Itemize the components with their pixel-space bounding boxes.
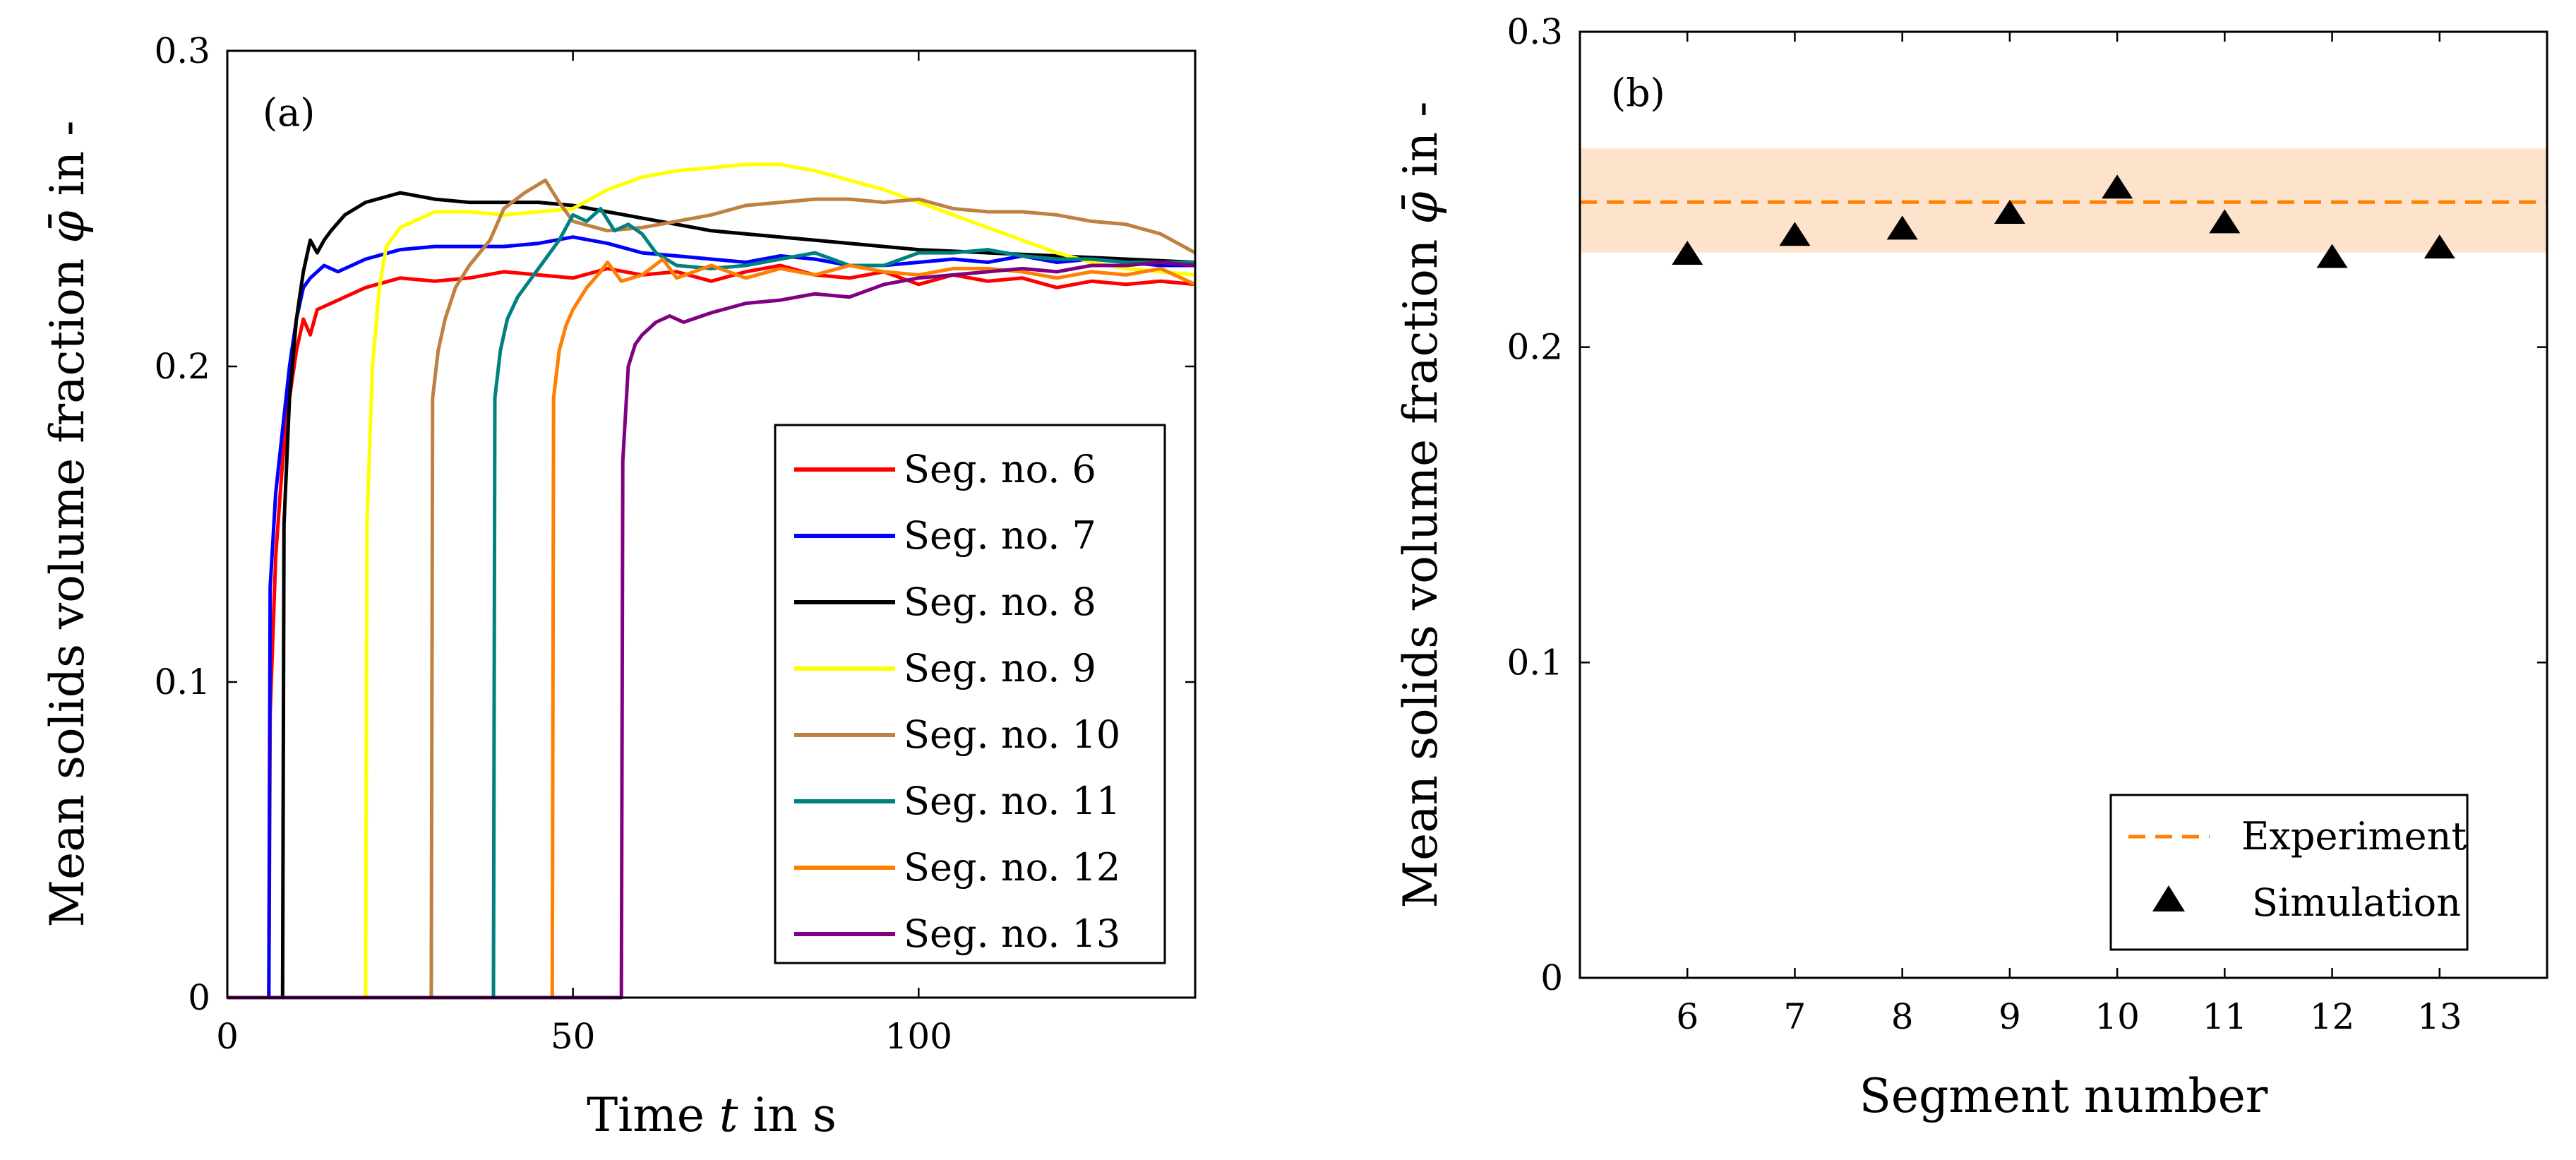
y-tick-label: 0 xyxy=(188,977,210,1018)
x-tick-label: 11 xyxy=(2203,996,2248,1037)
legend-simulation-label: Simulation xyxy=(2252,880,2461,925)
panel-a-y-axis-label: Mean solids volume fraction φ̄ in - xyxy=(40,121,95,928)
series-line-seg-12 xyxy=(227,257,1197,1000)
y-tick-label: 0.1 xyxy=(154,662,210,702)
y-tick-label: 0 xyxy=(1540,957,1563,998)
panel-b-legend-box xyxy=(2109,794,2469,951)
simulation-marker-seg-13 xyxy=(2424,234,2455,259)
simulation-marker-seg-8 xyxy=(1886,215,1918,240)
legend-label: Seg. no. 10 xyxy=(904,712,1120,757)
x-tick-label: 6 xyxy=(1676,996,1699,1037)
legend-label: Seg. no. 11 xyxy=(904,779,1120,823)
simulation-marker-seg-7 xyxy=(1779,222,1811,246)
panel-b-y-axis-label: Mean solids volume fraction φ̄ in - xyxy=(1394,102,1448,909)
y-tick-label: 0.3 xyxy=(1506,11,1563,52)
legend-label: Seg. no. 9 xyxy=(904,646,1096,690)
simulation-marker-seg-11 xyxy=(2209,209,2241,234)
legend-experiment-label: Experiment xyxy=(2241,814,2467,859)
panel-b-legend: Experiment Simulation xyxy=(2109,794,2469,951)
panel-a-x-axis-label: Time t in s xyxy=(587,1088,837,1142)
x-tick-label: 8 xyxy=(1891,996,1914,1037)
legend-label: Seg. no. 8 xyxy=(904,580,1096,624)
series-line-seg-6 xyxy=(227,263,1196,1000)
x-tick-label: 9 xyxy=(1999,996,2021,1037)
y-tick-label: 0.3 xyxy=(154,30,210,71)
y-tick-label: 0.2 xyxy=(1506,327,1563,368)
panel-a-legend-box xyxy=(774,424,1166,964)
legend-label: Seg. no. 12 xyxy=(904,845,1120,890)
y-tick-label: 0.2 xyxy=(154,346,210,387)
panel-a-plot-frame xyxy=(226,49,1197,999)
simulation-marker-seg-6 xyxy=(1672,241,1703,265)
panel-b-x-axis-label: Segment number xyxy=(1859,1069,2268,1123)
series-line-seg-9 xyxy=(227,162,1196,1000)
panel-a-label: (a) xyxy=(263,90,315,135)
simulation-marker-seg-12 xyxy=(2316,244,2348,268)
x-tick-label: 0 xyxy=(216,1016,239,1057)
legend-simulation-swatch xyxy=(2152,885,2185,911)
x-tick-label: 100 xyxy=(885,1016,952,1057)
series-line-seg-8 xyxy=(227,191,1196,1000)
x-tick-label: 10 xyxy=(2095,996,2140,1037)
simulation-marker-seg-9 xyxy=(1994,199,2025,224)
panel-a-series-lines xyxy=(227,162,1197,1000)
series-line-seg-11 xyxy=(227,207,1195,1000)
panel-b-segment-comparison: 6 7 8 9 10 11 12 13 0 0.1 0.2 0.3 (b) Segment numbe… xyxy=(1394,11,2548,1123)
series-line-seg-10 xyxy=(227,178,1197,1000)
x-tick-label: 12 xyxy=(2310,996,2355,1037)
legend-label: Seg. no. 13 xyxy=(904,911,1120,956)
panel-a-time-series: 0 50 100 0 0.1 0.2 0.3 (a) Time t in s Mean so… xyxy=(40,30,1197,1142)
panel-a-ticks: 0 50 100 0 0.1 0.2 0.3 xyxy=(154,30,1195,1057)
y-tick-label: 0.1 xyxy=(1506,642,1563,683)
series-line-seg-13 xyxy=(227,261,1196,1000)
panel-b-ticks: 6 7 8 9 10 11 12 13 0 0.1 0.2 0.3 xyxy=(1506,11,2547,1037)
simulation-marker-seg-10 xyxy=(2102,174,2133,199)
legend-label: Seg. no. 6 xyxy=(904,447,1096,491)
panel-b-simulation-markers xyxy=(1672,174,2455,268)
panel-a-legend: Seg. no. 6 Seg. no. 7 Seg. no. 8 Seg. no. 9… xyxy=(774,424,1166,964)
legend-label: Seg. no. 7 xyxy=(904,513,1096,558)
x-tick-label: 50 xyxy=(551,1016,596,1057)
x-tick-label: 7 xyxy=(1784,996,1807,1037)
panel-b-plot-frame xyxy=(1578,30,2548,979)
x-tick-label: 13 xyxy=(2417,996,2462,1037)
panel-b-label: (b) xyxy=(1611,71,1665,115)
